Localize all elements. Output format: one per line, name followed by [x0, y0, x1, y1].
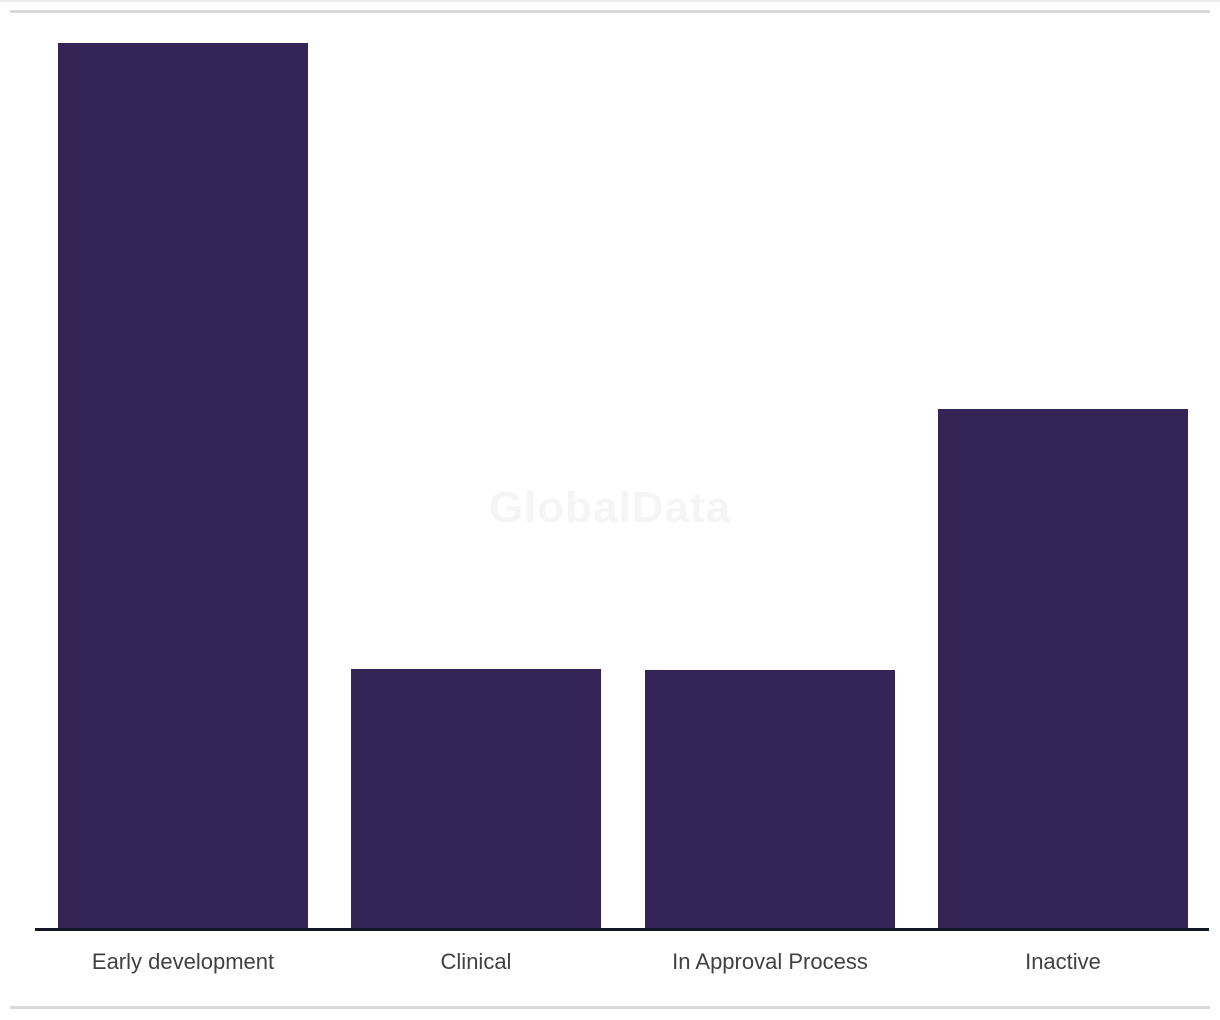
- top-divider-line: [10, 10, 1210, 13]
- bar-clinical[interactable]: [351, 669, 601, 929]
- bar-inactive[interactable]: [938, 409, 1188, 929]
- bar-early-development[interactable]: [58, 43, 308, 929]
- x-axis-label-early-development: Early development: [91, 949, 275, 974]
- x-axis-label-clinical: Clinical: [440, 949, 512, 974]
- bottom-divider-line: [10, 1006, 1210, 1009]
- bar-in-approval-process[interactable]: [645, 670, 895, 929]
- top-hairline: [0, 0, 1220, 2]
- x-axis-label-inactive: Inactive: [1025, 949, 1101, 974]
- x-axis-line: [35, 928, 1209, 931]
- x-axis-label-in-approval-process: In Approval Process: [672, 949, 868, 974]
